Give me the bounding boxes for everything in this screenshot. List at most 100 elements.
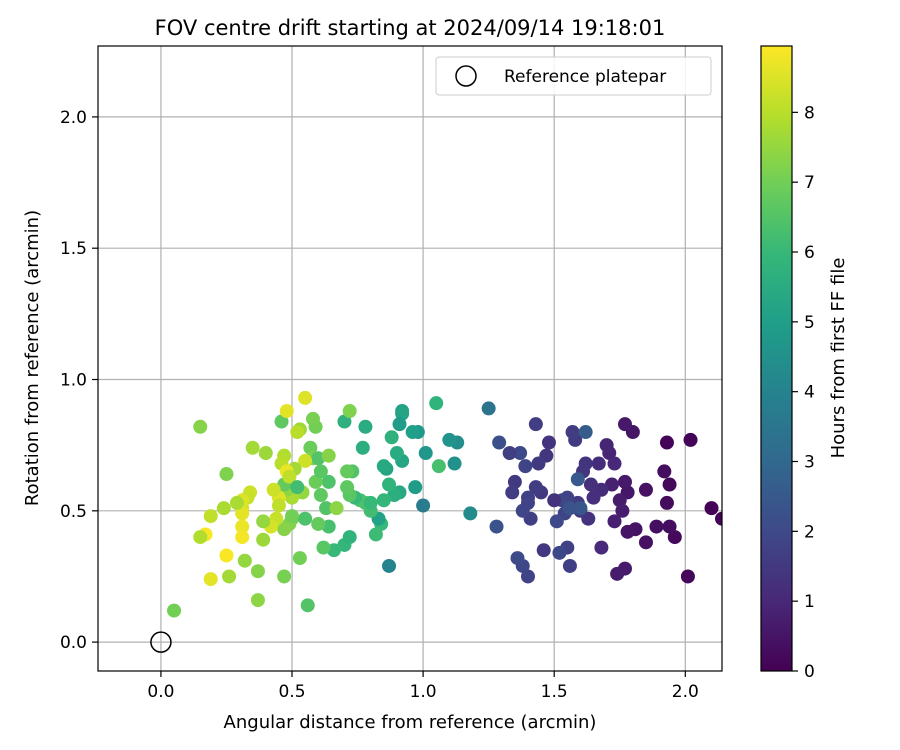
data-point bbox=[502, 446, 517, 461]
legend-entry-reference: Reference platepar bbox=[504, 67, 666, 87]
data-point bbox=[604, 477, 619, 492]
data-point bbox=[610, 566, 625, 581]
data-point bbox=[337, 414, 352, 429]
x-tick-label: 0.0 bbox=[147, 682, 174, 702]
data-point bbox=[321, 474, 336, 489]
data-point bbox=[305, 411, 320, 426]
data-point bbox=[311, 516, 326, 531]
data-point bbox=[382, 558, 397, 573]
data-point bbox=[552, 545, 567, 560]
data-point bbox=[282, 469, 297, 484]
data-point bbox=[266, 482, 281, 497]
data-point bbox=[389, 446, 404, 461]
y-tick-label: 1.0 bbox=[60, 371, 87, 391]
data-point bbox=[387, 488, 402, 503]
reference-layer bbox=[150, 631, 172, 653]
colorbar-tick-label: 1 bbox=[804, 592, 815, 612]
data-point bbox=[513, 446, 528, 461]
data-point bbox=[256, 532, 271, 547]
colorbar-tick-label: 8 bbox=[804, 103, 815, 123]
data-point bbox=[308, 474, 323, 489]
legend-marker-reference bbox=[455, 65, 477, 87]
data-point bbox=[528, 417, 543, 432]
data-point bbox=[285, 509, 300, 524]
data-point bbox=[219, 467, 234, 482]
data-point bbox=[258, 446, 273, 461]
data-point bbox=[363, 495, 378, 510]
reference-platepar-marker bbox=[150, 631, 172, 653]
data-point bbox=[518, 459, 533, 474]
data-point bbox=[277, 522, 292, 537]
y-tick-label: 0.5 bbox=[60, 502, 87, 522]
data-points bbox=[167, 390, 722, 618]
data-point bbox=[549, 514, 564, 529]
data-point bbox=[368, 527, 383, 542]
data-point bbox=[376, 459, 391, 474]
data-point bbox=[167, 603, 182, 618]
colorbar-tick-label: 4 bbox=[804, 383, 815, 403]
data-point bbox=[235, 530, 250, 545]
legend: Reference platepar bbox=[435, 56, 712, 96]
data-point bbox=[507, 474, 522, 489]
data-point bbox=[303, 440, 318, 455]
y-tick-label: 0.0 bbox=[60, 633, 87, 653]
data-point bbox=[615, 503, 630, 518]
data-point bbox=[528, 480, 543, 495]
data-point bbox=[193, 530, 208, 545]
data-point bbox=[316, 540, 331, 555]
colorbar-gradient bbox=[761, 46, 792, 671]
data-point bbox=[447, 456, 462, 471]
data-point bbox=[638, 535, 653, 550]
data-point bbox=[395, 406, 410, 421]
data-point bbox=[292, 551, 307, 566]
data-point bbox=[298, 390, 313, 405]
data-point bbox=[594, 540, 609, 555]
data-point bbox=[429, 396, 444, 411]
data-point bbox=[392, 417, 407, 432]
data-point bbox=[607, 456, 622, 471]
data-point bbox=[298, 453, 313, 468]
data-point bbox=[355, 440, 370, 455]
x-tick-label: 1.0 bbox=[410, 682, 437, 702]
colorbar-tick-label: 2 bbox=[804, 522, 815, 542]
data-point bbox=[376, 493, 391, 508]
x-axis-ticks: 0.0 0.5 1.0 1.5 2.0 bbox=[147, 671, 699, 702]
data-point bbox=[586, 490, 601, 505]
data-point bbox=[520, 495, 535, 510]
data-point bbox=[578, 425, 593, 440]
y-tick-label: 2.0 bbox=[60, 108, 87, 128]
data-point bbox=[463, 506, 478, 521]
data-point bbox=[216, 501, 231, 516]
colorbar-tick-label: 0 bbox=[804, 662, 815, 682]
legend-box bbox=[435, 56, 712, 96]
data-point bbox=[298, 511, 313, 526]
data-point bbox=[290, 480, 305, 495]
data-point bbox=[562, 501, 577, 516]
data-point bbox=[547, 493, 562, 508]
data-point bbox=[638, 482, 653, 497]
data-point bbox=[203, 509, 218, 524]
data-point bbox=[237, 553, 252, 568]
data-point bbox=[418, 446, 433, 461]
data-point bbox=[481, 401, 496, 416]
data-point bbox=[541, 435, 556, 450]
data-point bbox=[382, 477, 397, 492]
data-point bbox=[235, 506, 250, 521]
data-point bbox=[510, 551, 525, 566]
data-point bbox=[326, 543, 341, 558]
data-point bbox=[279, 404, 294, 419]
data-point bbox=[505, 485, 520, 500]
data-point bbox=[321, 448, 336, 463]
colorbar: 0 1 2 3 4 5 6 7 8 Hours from first FF file bbox=[760, 45, 849, 682]
data-point bbox=[222, 569, 237, 584]
data-point bbox=[203, 572, 218, 587]
data-point bbox=[492, 435, 507, 450]
data-point bbox=[657, 464, 672, 479]
colorbar-tick-label: 3 bbox=[804, 453, 815, 473]
y-axis-ticks: 0.0 0.5 1.0 1.5 2.0 bbox=[60, 108, 98, 653]
data-point bbox=[313, 488, 328, 503]
colorbar-tick-label: 7 bbox=[804, 173, 815, 193]
data-point bbox=[250, 564, 265, 579]
x-tick-label: 1.5 bbox=[541, 682, 568, 702]
data-point bbox=[683, 432, 698, 447]
